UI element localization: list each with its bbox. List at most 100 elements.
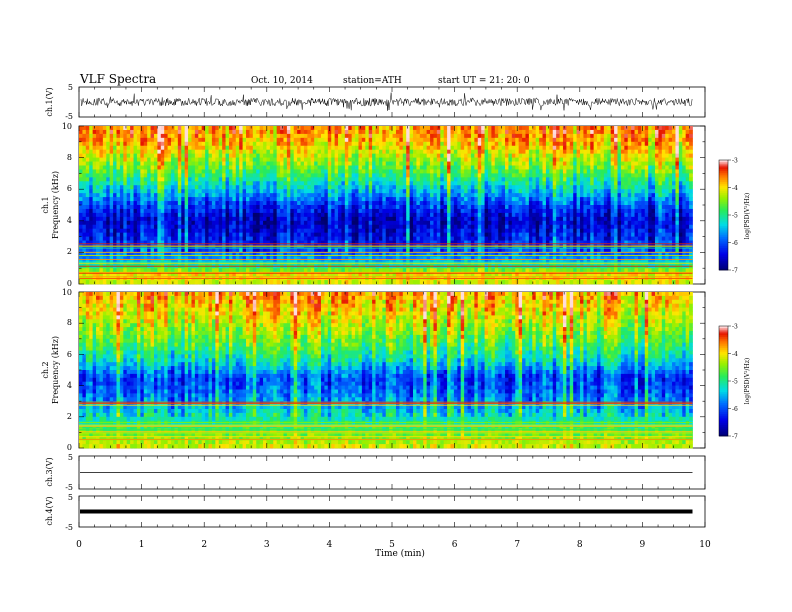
spectrogram-cell <box>409 228 414 234</box>
spectrogram-cell <box>297 153 301 158</box>
spectrogram-cell <box>171 216 175 222</box>
spectrogram-cell <box>457 149 462 155</box>
spectrogram-cell <box>464 232 468 237</box>
spectrogram-cell <box>494 137 499 143</box>
spectrogram-cell <box>222 224 226 230</box>
spectrogram-cell <box>532 208 537 214</box>
spectrogram-cell <box>116 201 121 206</box>
spectrogram-cell <box>82 177 87 182</box>
spectrogram-cell <box>215 133 220 139</box>
spectrogram-cell <box>378 216 383 222</box>
spectrogram-cell <box>307 157 312 162</box>
spectrogram-cell <box>252 161 257 166</box>
spectrogram-cell <box>140 201 145 206</box>
spectrogram-cell <box>269 224 274 230</box>
spectrogram-cell <box>648 212 652 218</box>
spectrogram-cell <box>184 228 189 234</box>
spectrogram-cell <box>658 193 663 198</box>
spectrogram-cell <box>505 137 509 143</box>
spectrogram-cell <box>123 133 128 139</box>
spectrogram-cell <box>474 212 479 218</box>
spectrogram-cell <box>484 145 489 151</box>
spectrogram-cell <box>409 205 414 210</box>
spectrogram-cell <box>372 208 376 214</box>
spectrogram-cell <box>222 157 226 162</box>
spectrogram-cell <box>627 129 632 135</box>
spectrogram-cell <box>627 165 632 170</box>
spectrogram-cell <box>348 201 353 206</box>
spectrogram-cell <box>573 193 577 198</box>
spectrogram-cell <box>637 149 642 155</box>
spectrogram-cell <box>651 193 656 198</box>
spectrogram-cell <box>436 232 441 237</box>
spectrogram-cell <box>351 126 356 131</box>
spectrogram-cell <box>385 126 390 131</box>
spectrogram-cell <box>157 157 162 162</box>
spectrogram-cell <box>290 153 295 158</box>
spectrogram-cell <box>634 220 639 226</box>
spectrogram-cell <box>317 228 322 234</box>
spectrogram-cell <box>334 177 339 182</box>
spectrogram-cell <box>549 224 554 230</box>
spectrogram-cell <box>634 193 639 198</box>
spectrogram-cell <box>576 133 581 139</box>
spectrogram-cell <box>430 216 434 222</box>
spectrogram-cell <box>85 220 90 226</box>
spectrogram-cell <box>399 157 404 162</box>
spectrogram-cell <box>157 224 162 230</box>
spectrogram-cell <box>436 129 441 135</box>
spectrogram-cell <box>460 232 465 237</box>
spectrogram-cell <box>269 129 274 135</box>
spectrogram-cell <box>235 208 240 214</box>
spectrogram-cell <box>624 181 629 186</box>
spectrogram-cell <box>106 177 111 182</box>
spectrogram-cell <box>498 189 503 194</box>
spectrogram-cell <box>324 161 329 166</box>
spectrogram-cell <box>678 133 683 139</box>
spectrogram-cell <box>188 212 192 218</box>
spectrogram-cell <box>283 133 288 139</box>
spectrogram-cell <box>508 208 513 214</box>
spectrogram-cell <box>143 185 148 190</box>
spectrogram-cell <box>215 141 220 147</box>
spectrogram-cell <box>603 212 608 218</box>
spectrogram-cell <box>102 228 107 234</box>
spectrogram-cell <box>597 216 601 222</box>
spectrogram-cell <box>440 208 445 214</box>
spectrogram-cell <box>130 133 134 139</box>
spectrogram-cell <box>119 145 124 151</box>
spectrogram-cell <box>637 197 642 202</box>
spectrogram-cell <box>171 232 175 237</box>
spectrogram-cell <box>375 220 380 226</box>
spectrogram-cell <box>617 149 622 155</box>
spectrogram-cell <box>457 133 462 139</box>
spectrogram-cell <box>648 228 652 234</box>
spectrogram-cell <box>358 181 363 186</box>
spectrogram-cell <box>256 212 261 218</box>
spectrogram-cell <box>157 149 162 155</box>
spectrogram-cell <box>211 185 216 190</box>
spectrogram-cell <box>249 197 254 202</box>
spectrogram-cell <box>116 212 121 218</box>
spectrogram-cell <box>276 141 281 147</box>
spectrogram-cell <box>252 129 257 135</box>
spectrogram-cell <box>266 157 271 162</box>
spectrogram-cell <box>430 205 434 210</box>
spectrogram-cell <box>372 232 376 237</box>
spectrogram-cell <box>263 201 267 206</box>
spectrogram-cell <box>583 153 588 158</box>
spectrogram-cell <box>184 212 189 218</box>
spectrogram-cell <box>246 149 250 155</box>
spectrogram-cell <box>481 220 485 226</box>
spectrogram-cell <box>539 224 543 230</box>
spectrogram-cell <box>351 232 356 237</box>
spectrogram-cell <box>372 181 376 186</box>
spectrogram-cell <box>515 216 520 222</box>
spectrogram-cell <box>590 173 595 178</box>
spectrogram-cell <box>263 220 267 226</box>
spectrogram-cell <box>164 216 169 222</box>
spectrogram-cell <box>576 145 581 151</box>
spectrogram-cell <box>280 193 284 198</box>
spectrogram-cell <box>246 161 250 166</box>
spectrogram-cell <box>286 189 291 194</box>
